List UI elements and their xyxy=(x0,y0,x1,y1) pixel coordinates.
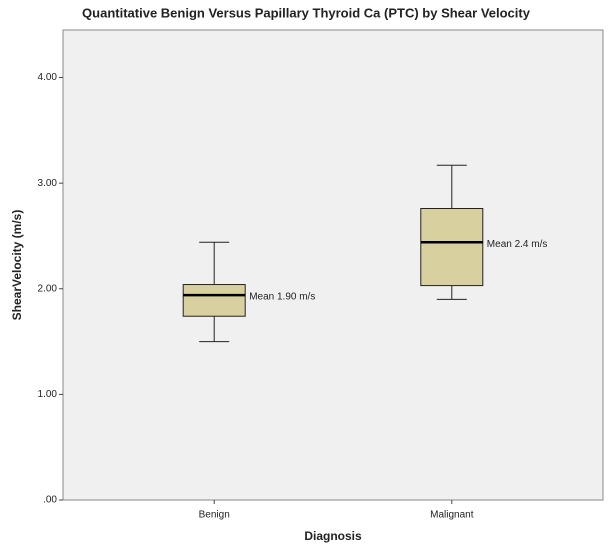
annotation: Mean 2.4 m/s xyxy=(487,239,548,250)
x-tick-label: Malignant xyxy=(430,510,474,521)
y-tick-label: 3.00 xyxy=(38,178,58,189)
y-tick-label: 1.00 xyxy=(38,389,58,400)
y-axis-label: ShearVelocity (m/s) xyxy=(10,210,24,321)
box xyxy=(182,284,246,317)
chart-title: Quantitative Benign Versus Papillary Thy… xyxy=(82,5,531,20)
y-tick-label: 4.00 xyxy=(38,72,58,83)
plot-area xyxy=(62,29,604,501)
y-tick-label: .00 xyxy=(43,495,57,506)
x-tick-label: Benign xyxy=(199,510,230,521)
x-axis-label: Diagnosis xyxy=(304,529,362,543)
box xyxy=(420,207,484,287)
y-tick-label: 2.00 xyxy=(38,283,58,294)
annotation: Mean 1.90 m/s xyxy=(249,292,315,303)
